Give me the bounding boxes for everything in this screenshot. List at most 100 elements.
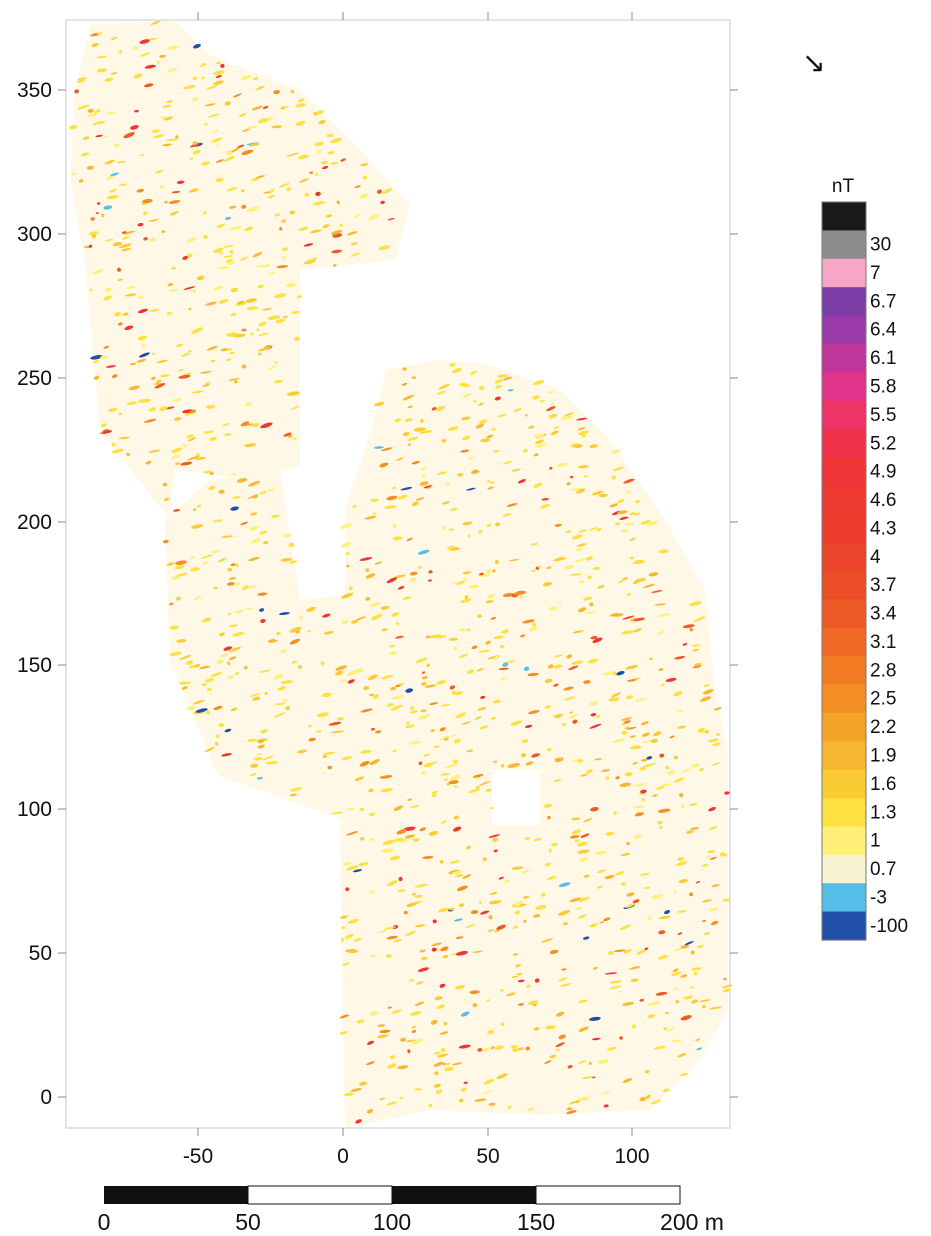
anomaly-mark xyxy=(477,529,483,534)
anomaly-mark xyxy=(386,703,395,707)
anomaly-mark xyxy=(395,621,400,626)
anomaly-mark xyxy=(409,740,421,745)
anomaly-mark xyxy=(659,915,671,920)
anomaly-mark xyxy=(414,894,424,899)
anomaly-mark xyxy=(191,390,204,394)
anomaly-mark xyxy=(431,947,437,952)
anomaly-mark xyxy=(223,433,232,437)
anomaly-mark xyxy=(579,857,589,862)
anomaly-mark xyxy=(111,374,118,379)
anomaly-mark xyxy=(500,764,505,768)
anomaly-mark xyxy=(93,375,100,380)
anomaly-mark xyxy=(692,648,700,652)
legend-label: 1.6 xyxy=(870,774,896,795)
anomaly-mark xyxy=(660,683,665,687)
anomaly-mark xyxy=(215,734,220,739)
anomaly-mark xyxy=(206,687,212,692)
anomaly-mark xyxy=(227,567,232,572)
anomaly-mark xyxy=(95,121,106,125)
anomaly-mark xyxy=(424,430,433,433)
anomaly-mark xyxy=(632,579,642,585)
anomaly-mark xyxy=(168,562,173,566)
anomaly-mark xyxy=(286,152,299,157)
anomaly-mark xyxy=(411,1038,424,1045)
anomaly-mark xyxy=(212,519,224,523)
anomaly-mark xyxy=(571,660,584,665)
anomaly-mark xyxy=(262,105,269,110)
legend-label: -100 xyxy=(870,916,908,937)
anomaly-mark xyxy=(674,655,686,660)
anomaly-mark xyxy=(469,990,480,995)
anomaly-mark xyxy=(488,1102,496,1106)
anomaly-mark xyxy=(379,1029,391,1034)
anomaly-mark xyxy=(533,482,543,488)
anomaly-mark xyxy=(662,1088,670,1093)
anomaly-mark xyxy=(313,201,325,206)
anomaly-mark xyxy=(556,462,568,467)
anomaly-mark xyxy=(175,560,188,565)
anomaly-mark xyxy=(639,766,647,771)
anomaly-mark xyxy=(225,258,233,264)
anomaly-mark xyxy=(405,688,414,693)
anomaly-mark xyxy=(245,607,253,611)
anomaly-mark xyxy=(492,837,499,842)
anomaly-mark xyxy=(619,1036,623,1040)
anomaly-mark xyxy=(168,200,181,204)
anomaly-mark xyxy=(359,760,370,767)
anomaly-mark xyxy=(575,547,583,552)
anomaly-mark xyxy=(608,697,620,702)
anomaly-mark xyxy=(680,974,688,978)
anomaly-mark xyxy=(506,992,516,997)
anomaly-mark xyxy=(156,359,168,364)
anomaly-mark xyxy=(541,497,550,501)
anomaly-mark xyxy=(220,535,233,538)
y-tick-label: 300 xyxy=(17,223,52,246)
anomaly-mark xyxy=(395,635,404,639)
anomaly-mark xyxy=(398,877,403,881)
y-tick-label: 150 xyxy=(17,654,52,677)
anomaly-mark xyxy=(360,163,368,167)
anomaly-mark xyxy=(420,681,427,686)
anomaly-mark xyxy=(321,613,331,618)
anomaly-mark xyxy=(672,968,679,973)
anomaly-mark xyxy=(315,191,321,197)
anomaly-mark xyxy=(275,702,286,706)
anomaly-mark xyxy=(223,646,233,651)
survey-area-north xyxy=(70,20,410,520)
scale-bar-label: 100 xyxy=(373,1209,411,1235)
anomaly-mark xyxy=(507,1105,511,1110)
anomaly-mark xyxy=(241,204,247,209)
anomaly-mark xyxy=(625,490,632,494)
anomaly-mark xyxy=(429,634,442,639)
anomaly-mark xyxy=(439,859,444,864)
anomaly-mark xyxy=(399,1096,404,1100)
anomaly-mark xyxy=(189,665,195,669)
anomaly-mark xyxy=(227,260,235,266)
scale-bar-label: 0 xyxy=(98,1209,111,1235)
anomaly-mark xyxy=(249,525,260,531)
anomaly-mark xyxy=(463,1081,468,1084)
anomaly-mark xyxy=(339,1014,350,1019)
anomaly-mark xyxy=(494,379,504,384)
anomaly-mark xyxy=(566,654,573,659)
anomaly-mark xyxy=(550,430,559,436)
legend-color-band xyxy=(822,656,866,686)
anomaly-mark xyxy=(257,118,268,124)
anomaly-mark xyxy=(621,730,628,735)
anomaly-mark xyxy=(411,892,417,896)
anomaly-mark xyxy=(633,834,642,839)
anomaly-mark xyxy=(633,628,642,633)
anomaly-mark xyxy=(368,788,374,793)
anomaly-mark xyxy=(444,1066,454,1072)
anomaly-mark xyxy=(99,355,108,360)
legend-color-band xyxy=(822,712,866,742)
anomaly-mark xyxy=(569,1101,576,1105)
legend-unit: nT xyxy=(832,176,855,197)
anomaly-mark xyxy=(340,915,348,919)
anomaly-mark xyxy=(164,406,175,410)
anomaly-mark xyxy=(320,661,325,666)
anomaly-mark xyxy=(122,312,129,316)
anomaly-mark xyxy=(555,1042,565,1048)
anomaly-mark xyxy=(210,359,216,362)
anomaly-mark xyxy=(192,141,198,145)
